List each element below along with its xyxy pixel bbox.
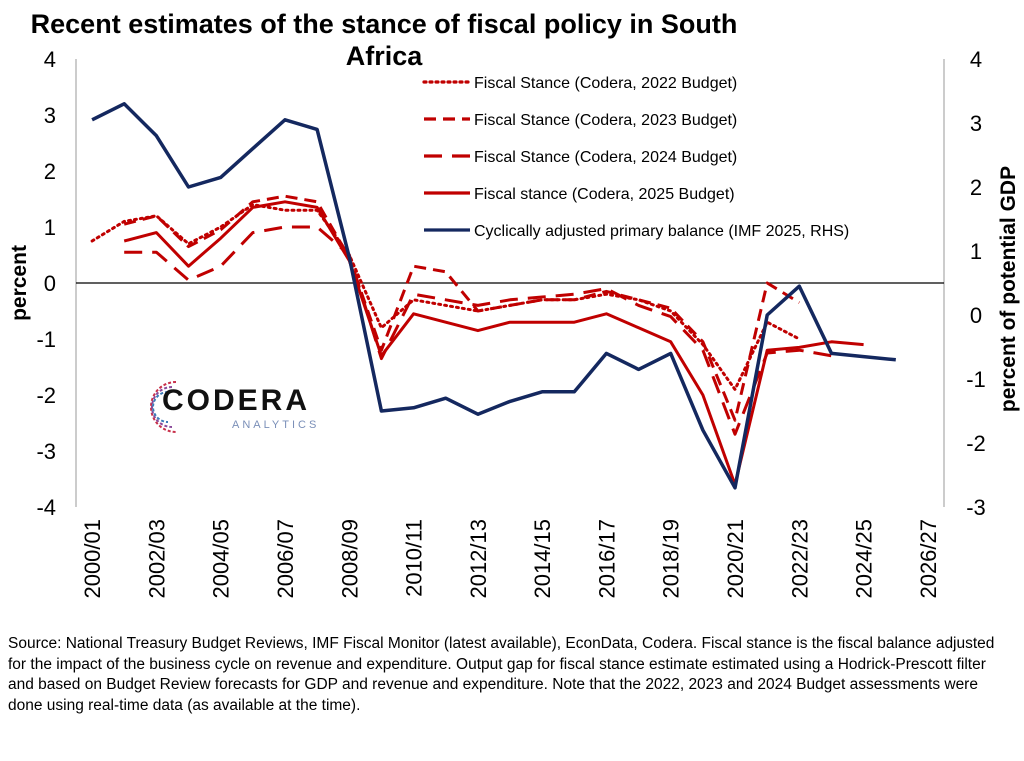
legend-label: Fiscal Stance (Codera, 2023 Budget) [474,112,737,129]
legend-label: Cyclically adjusted primary balance (IMF… [474,223,849,240]
left-tick-label: -3 [36,439,56,464]
series-line [91,102,896,490]
codera-logo: CODERA ANALYTICS [146,376,336,438]
left-tick-label: 2 [44,159,56,184]
legend: Fiscal Stance (Codera, 2022 Budget) Fisca… [422,75,849,240]
source-note: Source: National Treasury Budget Reviews… [8,635,995,714]
right-axis-title: percent of potential GDP [997,166,1020,412]
x-tick-label: 2012/13 [466,519,491,599]
x-tick-label: 2020/21 [723,519,748,599]
x-tick-label: 2016/17 [594,519,619,599]
legend-label: Fiscal Stance (Codera, 2024 Budget) [474,149,737,166]
left-tick-label: -1 [36,327,56,352]
legend-label: Fiscal stance (Codera, 2025 Budget) [474,186,735,203]
series-line [123,194,801,422]
right-tick-label: -3 [966,495,986,520]
legend-label: Fiscal Stance (Codera, 2022 Budget) [474,75,737,92]
right-tick-label: 0 [970,303,982,328]
x-tick-label: 2024/25 [852,519,877,599]
right-tick-label: 2 [970,175,982,200]
x-tick-label: 2000/01 [80,519,105,599]
right-tick-label: 3 [970,111,982,136]
right-tick-label: -1 [966,367,986,392]
logo-subtitle: ANALYTICS [232,419,320,431]
axes-layer: 4 3 2 1 0 -1 -2 -3 -4 4 3 2 1 0 -1 -2 -3 percent percent o… [8,47,1020,599]
x-tick-label: 2014/15 [530,519,555,599]
x-tick-label: 2004/05 [209,519,234,599]
x-tick-label: 2022/23 [787,519,812,599]
x-tick-label: 2010/11 [402,519,427,597]
x-tick-label: 2018/19 [659,519,684,599]
logo-wordmark: CODERA [162,384,311,417]
left-axis-title: percent [8,245,31,321]
x-tick-label: 2006/07 [273,519,298,599]
x-tick-label: 2008/09 [337,519,362,599]
right-tick-label: 1 [970,239,982,264]
left-tick-label: 0 [44,271,56,296]
x-tick-label: 2026/27 [916,519,941,599]
logo-mark-icon [150,381,177,433]
series-layer [90,102,896,490]
right-tick-label: -2 [966,431,986,456]
left-tick-label: 3 [44,103,56,128]
series-line [123,200,864,487]
series-line [90,203,801,391]
line-chart: 4 3 2 1 0 -1 -2 -3 -4 4 3 2 1 0 -1 -2 -3 percent percent o… [8,47,1020,599]
x-tick-label: 2002/03 [144,519,169,599]
left-tick-label: -2 [36,383,56,408]
series-line [124,225,832,436]
chart-title: Recent estimates of the stance of fiscal… [30,9,738,71]
left-tick-label: -4 [36,495,56,520]
left-tick-label: 4 [44,47,56,72]
left-tick-label: 1 [44,215,56,240]
right-tick-label: 4 [970,47,982,72]
